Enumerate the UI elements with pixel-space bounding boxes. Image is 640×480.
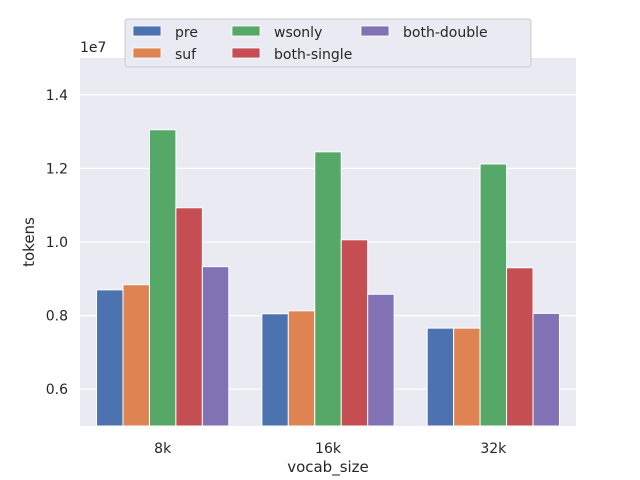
bar-both-single-32k (506, 267, 534, 427)
legend-box (124, 18, 532, 68)
bar-both-double-8k (201, 266, 230, 427)
legend-label: both-double (403, 25, 488, 41)
legend-label: suf (175, 47, 197, 63)
bar-pre-32k (426, 327, 455, 427)
y-offset-label: 1e7 (80, 40, 106, 56)
legend-swatch (231, 25, 261, 37)
bar-suf-16k (287, 310, 316, 427)
x-tick-label: 32k (480, 441, 507, 457)
legend-swatch (132, 47, 162, 59)
bar-both-single-16k (340, 239, 369, 427)
bar-both-double-16k (367, 293, 395, 427)
bar-suf-8k (122, 284, 150, 427)
bar-wsonly-8k (148, 129, 177, 427)
y-tick-label: 0.8 (46, 309, 68, 325)
y-tick-label: 1.0 (46, 235, 68, 251)
legend-swatch (231, 47, 261, 59)
bar-pre-16k (261, 313, 289, 427)
legend-swatch (360, 25, 390, 37)
legend: pre suf wsonly both-single both-double (124, 18, 532, 68)
bar-both-single-8k (175, 207, 203, 427)
bar-wsonly-32k (479, 163, 508, 427)
legend-swatch (132, 25, 162, 37)
bar-both-double-32k (532, 312, 560, 427)
x-axis-ticks: 8k 16k 32k (154, 441, 507, 457)
bar-pre-8k (96, 289, 124, 427)
y-axis-ticks: 0.6 0.8 1.0 1.2 1.4 (46, 88, 68, 398)
bar-wsonly-16k (314, 151, 342, 427)
bar-suf-32k (453, 327, 481, 427)
legend-label: pre (175, 25, 198, 41)
x-tick-label: 16k (315, 441, 342, 457)
x-tick-label: 8k (154, 441, 172, 457)
legend-label: both-single (274, 47, 352, 63)
bars (96, 129, 560, 427)
y-tick-label: 1.4 (46, 88, 68, 104)
y-tick-label: 1.2 (46, 161, 68, 177)
legend-label: wsonly (274, 25, 322, 41)
x-axis-label: vocab_size (287, 458, 369, 477)
y-axis-label: tokens (20, 217, 38, 267)
y-tick-label: 0.6 (46, 382, 68, 398)
